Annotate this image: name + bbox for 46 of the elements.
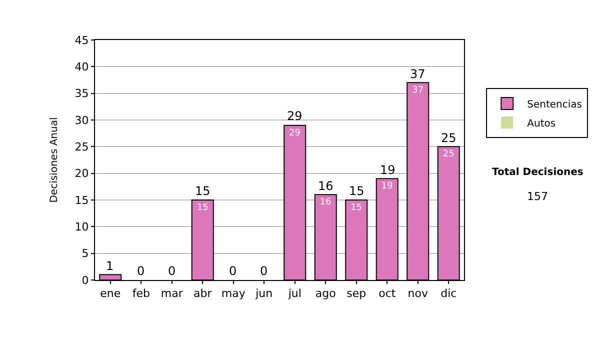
y-tick-label: 35	[74, 87, 89, 100]
x-tick-label: may	[221, 287, 246, 300]
x-tick-label: sep	[346, 287, 366, 300]
legend-label: Autos	[527, 118, 556, 130]
y-tick-label: 15	[74, 194, 89, 207]
total-label: 1	[106, 259, 114, 273]
total-label: 16	[318, 179, 334, 193]
y-tick-label: 30	[74, 114, 89, 127]
total-label: 0	[137, 264, 145, 278]
x-tick-label: ago	[315, 287, 336, 300]
data-label: 15	[196, 203, 208, 213]
data-label: 19	[381, 182, 393, 192]
x-tick-label: oct	[378, 287, 396, 300]
y-tick-label: 40	[74, 60, 89, 74]
data-label: 37	[412, 86, 424, 96]
x-tick-label: nov	[408, 287, 428, 300]
y-tick-label: 10	[74, 220, 89, 234]
y-tick-label: 25	[74, 140, 89, 154]
y-tick-label: 5	[82, 247, 89, 260]
legend-label: Sentencias	[527, 99, 582, 110]
total-label: 0	[168, 264, 176, 278]
x-tick-label: jul	[287, 287, 302, 300]
text: 157	[527, 190, 548, 203]
total-label: 25	[441, 131, 456, 145]
x-tick-label: abr	[194, 287, 212, 300]
total-label: 15	[195, 184, 210, 198]
x-tick-label: feb	[132, 287, 150, 300]
total-label: 0	[260, 264, 268, 278]
x-tick-label: dic	[440, 287, 457, 300]
x-tick-label: jun	[254, 287, 273, 300]
y-axis-title: Decisiones Anual	[48, 117, 60, 203]
y-tick-label: 0	[82, 274, 89, 287]
y-tick-label: 45	[74, 34, 89, 47]
total-label: 19	[380, 163, 396, 177]
total-label: 0	[229, 264, 237, 278]
data-label: 16	[320, 198, 332, 208]
total-label: 15	[349, 184, 364, 198]
text: Total Decisiones	[492, 167, 584, 178]
x-tick-label: mar	[160, 287, 184, 300]
data-label: 15	[350, 203, 362, 213]
x-tick-label: ene	[100, 287, 121, 300]
total-label: 37	[410, 67, 426, 81]
total-label: 29	[287, 109, 302, 123]
data-label: 25	[442, 150, 454, 160]
y-tick-label: 20	[74, 167, 89, 180]
data-label: 29	[289, 128, 301, 138]
